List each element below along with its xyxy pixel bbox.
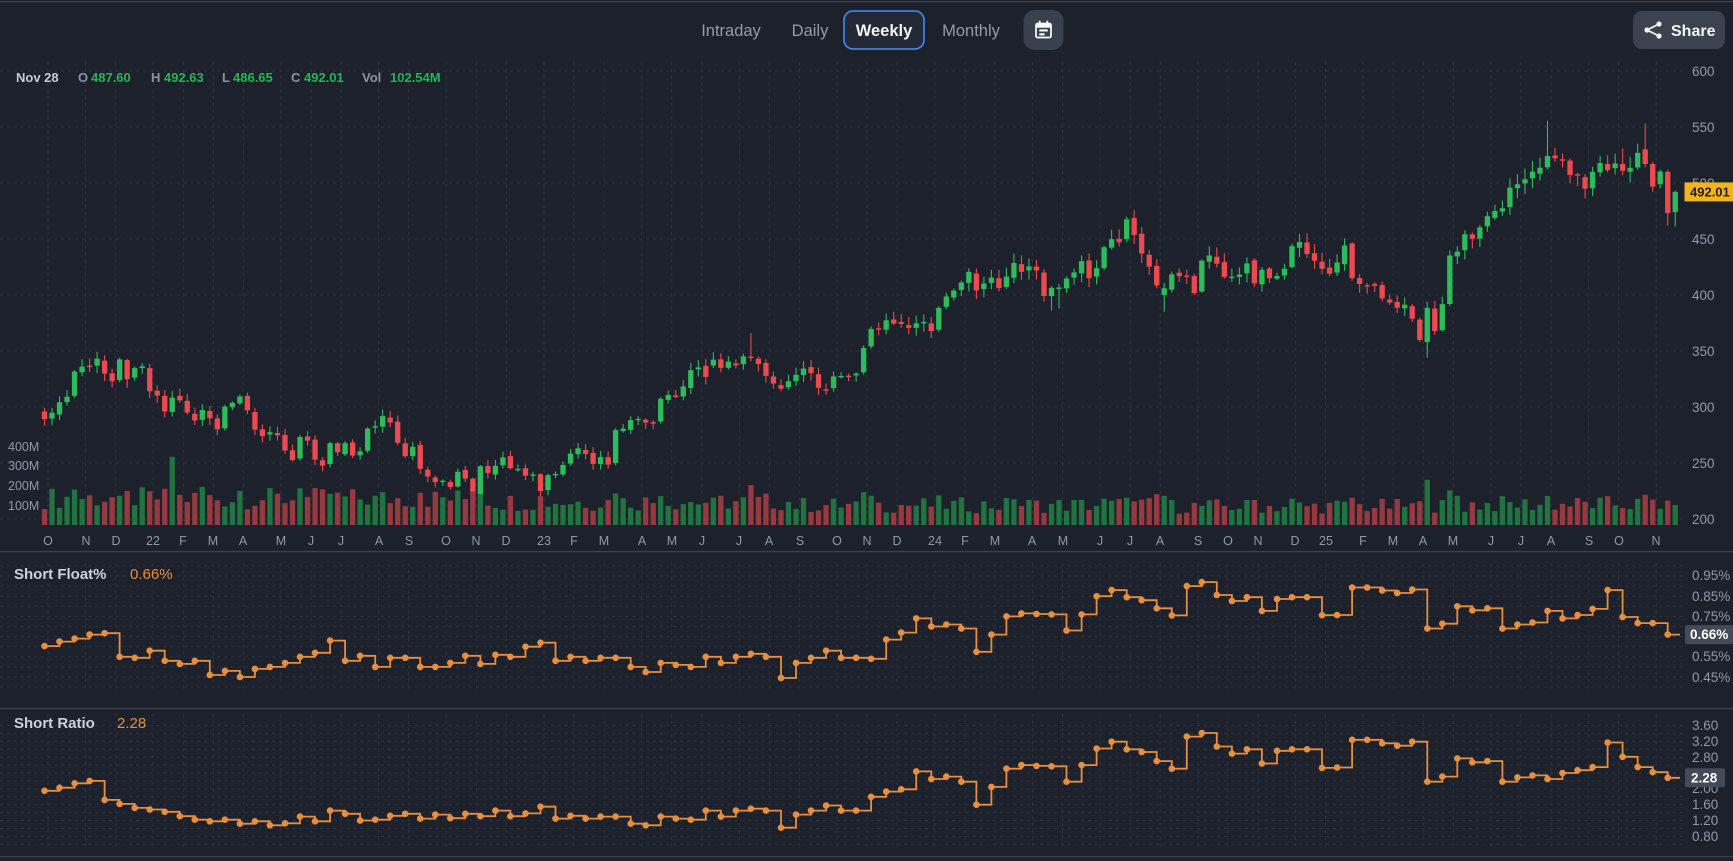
svg-text:2.28: 2.28 xyxy=(117,715,146,732)
svg-text:J: J xyxy=(338,534,344,548)
svg-text:J: J xyxy=(699,534,705,548)
svg-text:Intraday: Intraday xyxy=(701,22,761,40)
svg-text:24: 24 xyxy=(928,534,942,548)
svg-text:300: 300 xyxy=(1692,400,1715,415)
svg-text:3.20: 3.20 xyxy=(1692,734,1718,749)
svg-text:Vol: Vol xyxy=(362,70,381,85)
svg-text:O: O xyxy=(43,534,53,548)
svg-text:1.20: 1.20 xyxy=(1692,813,1718,828)
svg-text:0.66%: 0.66% xyxy=(130,566,173,583)
svg-text:M: M xyxy=(208,534,218,548)
svg-text:O: O xyxy=(78,70,88,85)
svg-text:J: J xyxy=(1097,534,1103,548)
svg-text:J: J xyxy=(736,534,742,548)
svg-text:J: J xyxy=(1127,534,1133,548)
svg-text:M: M xyxy=(990,534,1000,548)
svg-text:M: M xyxy=(667,534,677,548)
svg-text:D: D xyxy=(501,534,510,548)
svg-text:487.60: 487.60 xyxy=(91,70,131,85)
svg-text:M: M xyxy=(1448,534,1458,548)
svg-text:C: C xyxy=(291,70,301,85)
svg-text:A: A xyxy=(638,534,647,548)
svg-text:N: N xyxy=(1651,534,1660,548)
svg-text:A: A xyxy=(239,534,248,548)
svg-text:D: D xyxy=(892,534,901,548)
svg-text:H: H xyxy=(151,70,160,85)
svg-text:350: 350 xyxy=(1692,344,1715,359)
svg-text:D: D xyxy=(111,534,120,548)
svg-text:0.95%: 0.95% xyxy=(1692,568,1730,583)
svg-text:0.55%: 0.55% xyxy=(1692,649,1730,664)
svg-text:N: N xyxy=(81,534,90,548)
svg-text:D: D xyxy=(1290,534,1299,548)
svg-text:600: 600 xyxy=(1692,64,1715,79)
svg-text:200M: 200M xyxy=(8,479,39,493)
svg-text:2.80: 2.80 xyxy=(1692,750,1718,765)
svg-text:300M: 300M xyxy=(8,459,39,473)
svg-text:O: O xyxy=(832,534,842,548)
svg-text:486.65: 486.65 xyxy=(233,70,273,85)
svg-text:0.45%: 0.45% xyxy=(1692,670,1730,685)
svg-text:23: 23 xyxy=(537,534,551,548)
svg-text:A: A xyxy=(765,534,774,548)
svg-text:J: J xyxy=(1488,534,1494,548)
svg-text:J: J xyxy=(1518,534,1524,548)
svg-text:550: 550 xyxy=(1692,120,1715,135)
svg-text:22: 22 xyxy=(146,534,160,548)
svg-text:J: J xyxy=(308,534,314,548)
svg-text:S: S xyxy=(1194,534,1202,548)
svg-text:A: A xyxy=(1156,534,1165,548)
svg-text:Weekly: Weekly xyxy=(856,22,913,40)
svg-text:N: N xyxy=(471,534,480,548)
svg-text:M: M xyxy=(599,534,609,548)
svg-text:3.60: 3.60 xyxy=(1692,718,1718,733)
svg-text:Share: Share xyxy=(1671,23,1716,40)
svg-text:1.60: 1.60 xyxy=(1692,797,1718,812)
svg-text:N: N xyxy=(862,534,871,548)
svg-text:400: 400 xyxy=(1692,288,1715,303)
svg-text:0.85%: 0.85% xyxy=(1692,589,1730,604)
svg-text:100M: 100M xyxy=(8,499,39,513)
svg-text:0.75%: 0.75% xyxy=(1692,609,1730,624)
svg-text:250: 250 xyxy=(1692,456,1715,471)
svg-text:0.66%: 0.66% xyxy=(1690,627,1728,642)
svg-text:S: S xyxy=(796,534,804,548)
svg-text:492.63: 492.63 xyxy=(164,70,204,85)
svg-text:O: O xyxy=(1614,534,1624,548)
svg-text:400M: 400M xyxy=(8,440,39,454)
svg-text:Daily: Daily xyxy=(792,22,829,40)
svg-text:M: M xyxy=(276,534,286,548)
svg-text:Short Float%: Short Float% xyxy=(14,566,107,583)
svg-text:L: L xyxy=(222,70,230,85)
svg-text:492.01: 492.01 xyxy=(1690,184,1730,199)
svg-text:A: A xyxy=(1028,534,1037,548)
svg-text:O: O xyxy=(441,534,451,548)
svg-text:Monthly: Monthly xyxy=(942,22,1001,40)
svg-text:F: F xyxy=(179,534,187,548)
svg-text:N: N xyxy=(1253,534,1262,548)
svg-text:Short Ratio: Short Ratio xyxy=(14,715,95,732)
svg-text:A: A xyxy=(1419,534,1428,548)
svg-text:102.54M: 102.54M xyxy=(390,70,441,85)
svg-text:25: 25 xyxy=(1319,534,1333,548)
svg-text:O: O xyxy=(1223,534,1233,548)
svg-text:A: A xyxy=(375,534,384,548)
svg-text:450: 450 xyxy=(1692,232,1715,247)
svg-text:F: F xyxy=(570,534,578,548)
svg-text:S: S xyxy=(1585,534,1593,548)
svg-text:F: F xyxy=(961,534,969,548)
svg-text:S: S xyxy=(405,534,413,548)
svg-text:M: M xyxy=(1388,534,1398,548)
svg-text:F: F xyxy=(1359,534,1367,548)
svg-text:492.01: 492.01 xyxy=(304,70,344,85)
svg-text:Nov 28: Nov 28 xyxy=(16,70,59,85)
svg-text:M: M xyxy=(1058,534,1068,548)
svg-text:0.80: 0.80 xyxy=(1692,829,1718,844)
svg-text:A: A xyxy=(1547,534,1556,548)
svg-text:200: 200 xyxy=(1692,512,1715,527)
svg-text:2.28: 2.28 xyxy=(1691,770,1718,785)
